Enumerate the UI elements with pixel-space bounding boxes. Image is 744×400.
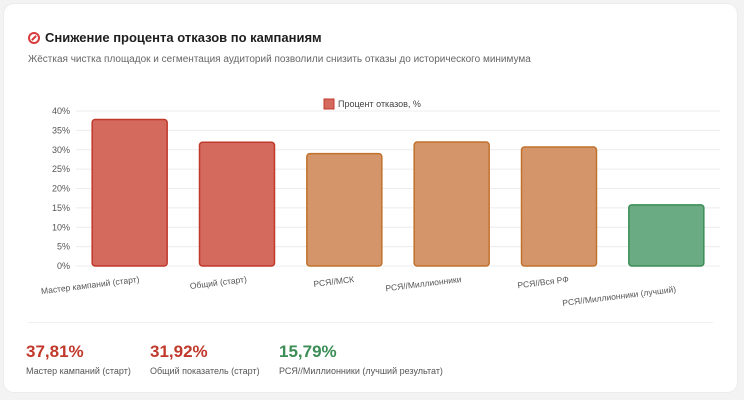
y-tick-label: 40% — [52, 106, 70, 116]
y-tick-label: 5% — [57, 242, 70, 252]
bar — [306, 152, 383, 267]
y-tick-label: 30% — [52, 145, 70, 155]
x-tick-label: РСЯ//МСК — [313, 274, 355, 289]
kpi-start-campaign: 37,81% Мастер кампаний (старт) — [26, 342, 131, 376]
kpi-value: 15,79% — [279, 342, 337, 361]
kpi-best-result: 15,79% РСЯ//Миллионники (лучший результа… — [279, 342, 443, 376]
kpi-value: 37,81% — [26, 342, 84, 361]
y-tick-label: 0% — [57, 261, 70, 271]
y-tick-label: 25% — [52, 164, 70, 174]
x-tick-label: РСЯ//Миллионники (лучший) — [562, 284, 677, 306]
kpi-general-start: 31,92% Общий показатель (старт) — [150, 342, 260, 376]
x-tick-label: Общий (старт) — [189, 274, 247, 291]
y-tick-label: 15% — [52, 203, 70, 213]
chart-subtitle: Жёсткая чистка площадок и сегментация ау… — [28, 54, 531, 65]
bar — [628, 204, 705, 267]
bar — [520, 146, 598, 267]
chart-card: Снижение процента отказов по кампаниям Ж… — [4, 4, 737, 392]
x-tick-label: РСЯ//Миллионники — [385, 274, 462, 293]
bar — [198, 141, 276, 267]
kpi-label: РСЯ//Миллионники (лучший результат) — [279, 366, 443, 376]
divider — [28, 322, 713, 323]
legend-label: Процент отказов, % — [338, 99, 421, 109]
bar — [91, 118, 168, 267]
x-tick-label: РСЯ//Вся РФ — [517, 274, 569, 290]
x-tick-label: Мастер кампаний (старт) — [40, 274, 140, 296]
y-tick-label: 10% — [52, 222, 70, 232]
legend-swatch — [323, 98, 335, 110]
kpi-value: 31,92% — [150, 342, 208, 361]
y-tick-label: 35% — [52, 125, 70, 135]
kpi-label: Общий показатель (старт) — [150, 366, 260, 376]
kpi-label: Мастер кампаний (старт) — [26, 366, 131, 376]
title-row: Снижение процента отказов по кампаниям — [28, 30, 322, 45]
bar-chart: 0% 5% 10% 15% 20% 25% 30% 35% 40% Процент отказов… — [40, 98, 720, 306]
chart-title: Снижение процента отказов по кампаниям — [45, 30, 322, 45]
bar — [413, 141, 490, 267]
y-tick-label: 20% — [52, 184, 70, 194]
no-entry-icon — [28, 31, 40, 44]
